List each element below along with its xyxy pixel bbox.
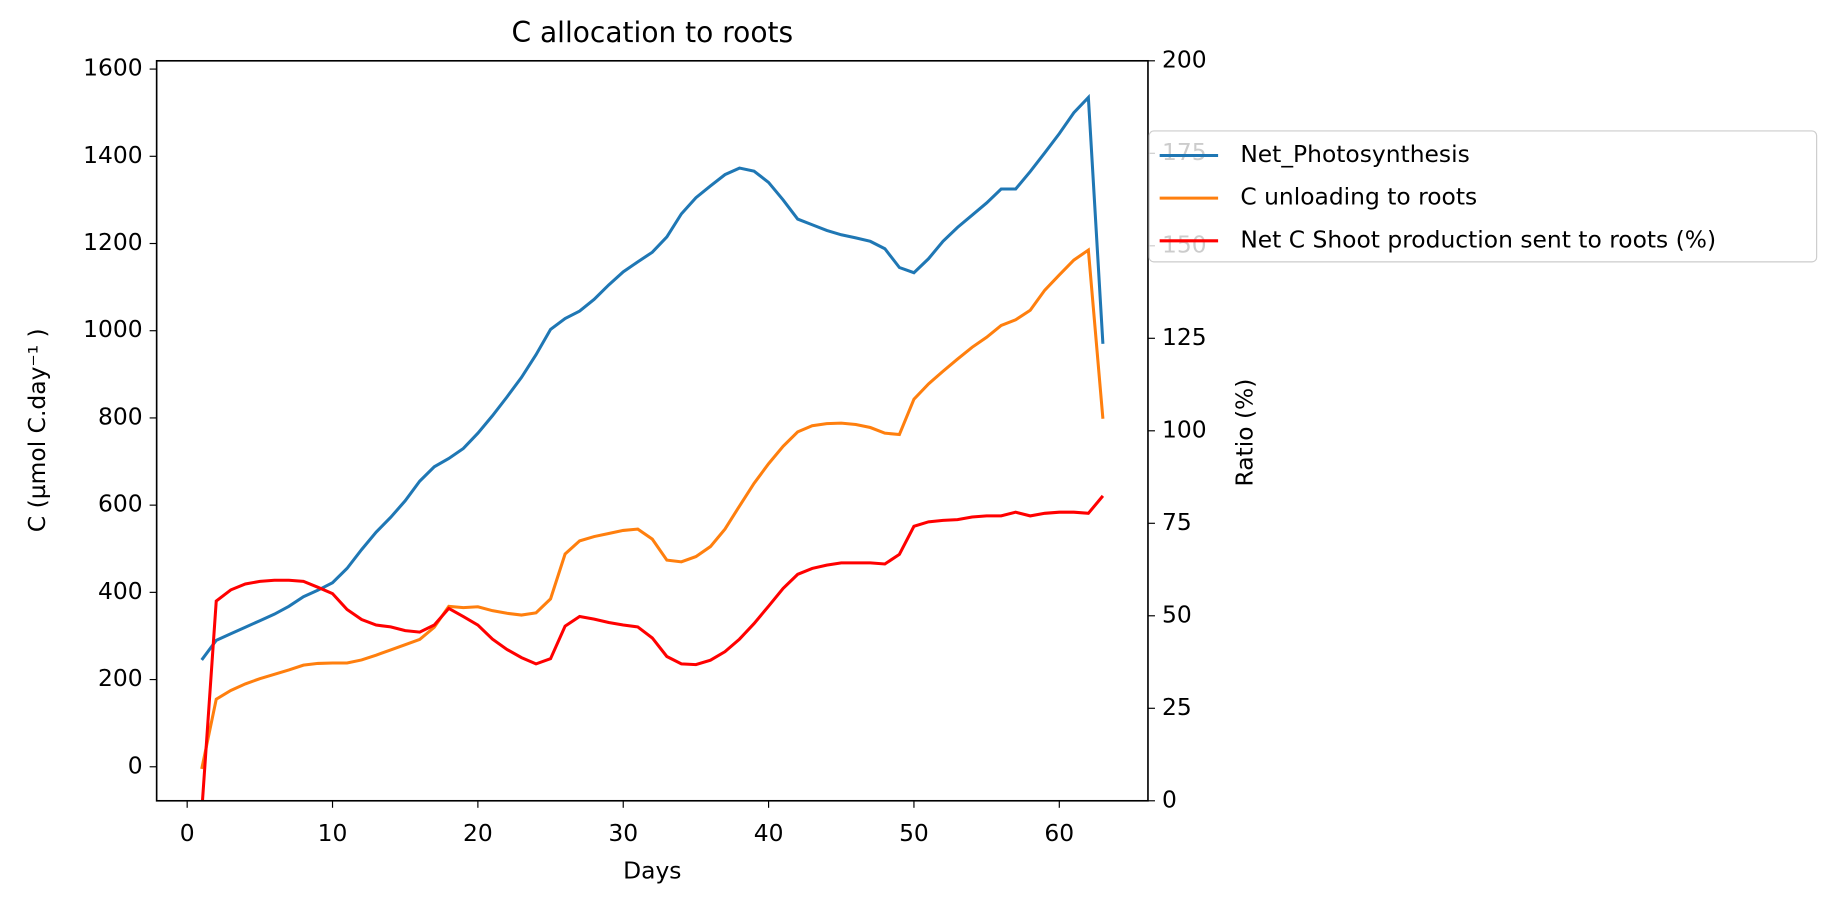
y-tick-label: 0: [128, 751, 143, 779]
y-axis-label: C (µmol C.day⁻¹ ): [23, 328, 51, 532]
y2-tick-label: 0: [1162, 785, 1177, 813]
legend-box: [1148, 130, 1818, 263]
x-tick-label: 10: [318, 819, 348, 847]
y2-tick-label: 100: [1162, 415, 1207, 443]
y-tick-label: 1000: [83, 315, 142, 343]
y-tick-label: 200: [98, 664, 143, 692]
y-tick-label: 400: [98, 577, 143, 605]
y2-tick-label: 50: [1162, 600, 1192, 628]
legend-label: Net_Photosynthesis: [1240, 140, 1469, 168]
plot-frame: [155, 59, 1149, 802]
legend-label: C unloading to roots: [1240, 183, 1477, 211]
y-tick-label: 600: [98, 490, 143, 518]
y2-tick-label: 125: [1162, 323, 1207, 351]
x-tick-label: 60: [1044, 819, 1074, 847]
y-tick-label: 1600: [83, 54, 142, 82]
y-tick-label: 800: [98, 402, 143, 430]
series-line: [200, 93, 1105, 661]
x-tick-label: 20: [463, 819, 493, 847]
y2-axis-label: Ratio (%): [1231, 379, 1259, 487]
x-axis-label: Days: [623, 857, 681, 885]
series-line: [200, 247, 1105, 770]
y-tick-label: 1200: [83, 228, 142, 256]
x-tick-label: 40: [754, 819, 784, 847]
y-tick-label: 1400: [83, 141, 142, 169]
x-tick-label: 50: [899, 819, 929, 847]
x-tick-label: 0: [180, 819, 195, 847]
chart-title: C allocation to roots: [512, 16, 794, 49]
y2-tick-label: 200: [1162, 45, 1207, 73]
legend-label: Net C Shoot production sent to roots (%): [1240, 225, 1716, 253]
series-line: [200, 494, 1105, 801]
y2-tick-label: 25: [1162, 693, 1192, 721]
x-tick-label: 30: [608, 819, 638, 847]
y2-tick-label: 75: [1162, 508, 1192, 536]
